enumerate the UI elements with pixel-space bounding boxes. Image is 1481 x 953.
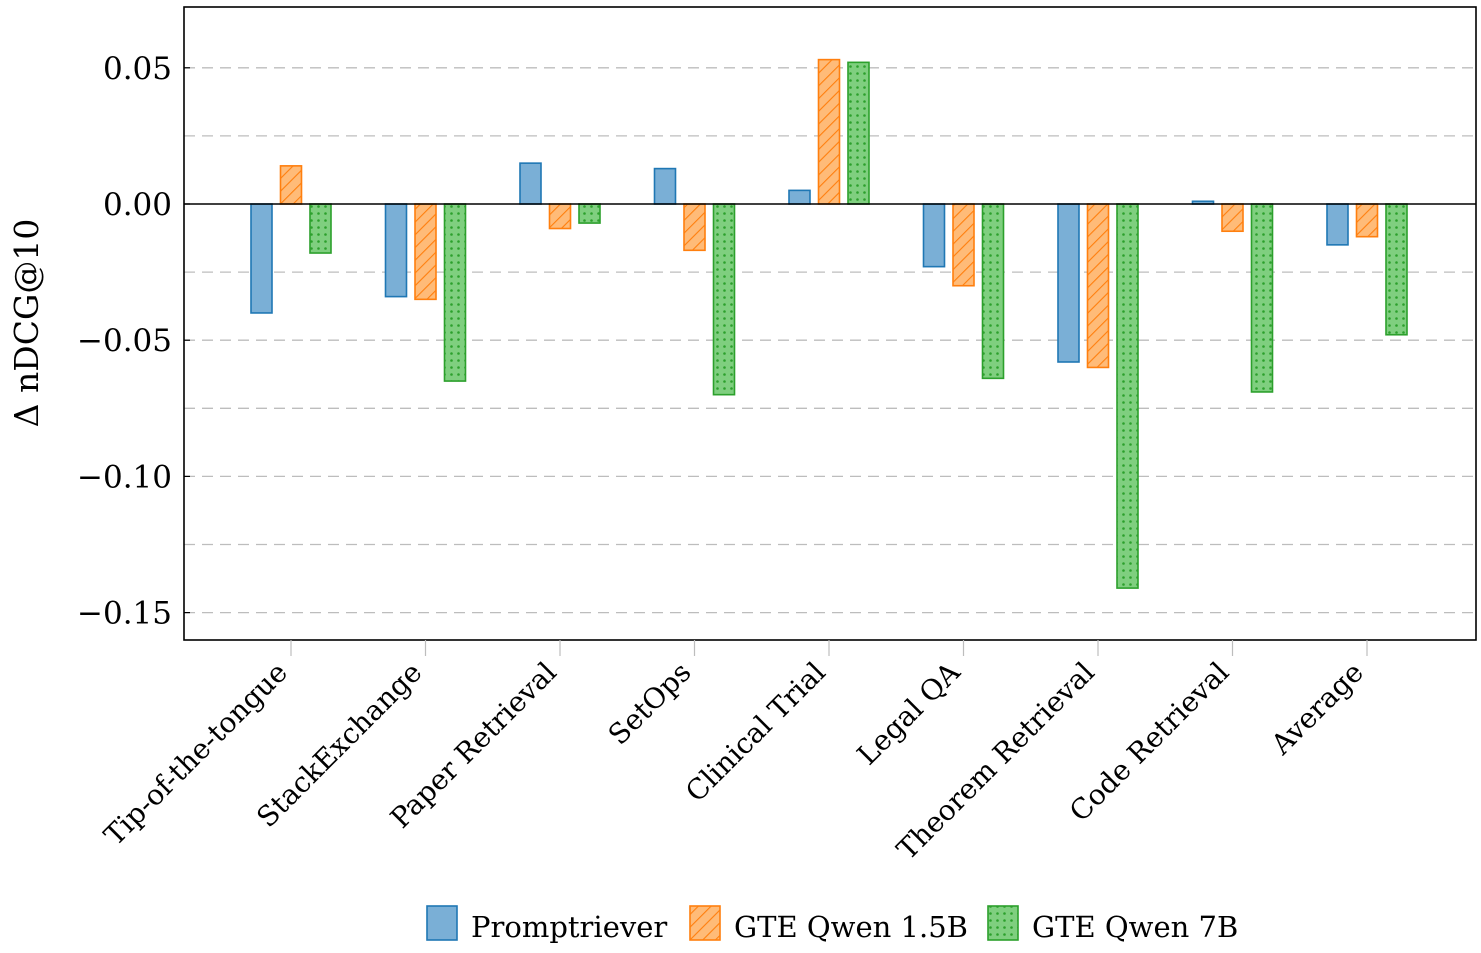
- bar-gte-qwen-7b-setops: [712, 203, 736, 396]
- plot-frame: [183, 6, 1477, 641]
- legend: Promptriever GTE Qwen 1.5B GTE Qwen 7B: [426, 905, 1238, 944]
- bar-gte-qwen-7b-theorem-retrieval: [1116, 203, 1139, 589]
- bar-promptriever-stackexchange: [384, 203, 408, 298]
- bar-promptriever-clinical-trial: [788, 189, 811, 205]
- y-axis-title: Δ nDCG@10: [7, 219, 46, 428]
- bar-promptriever-theorem-retrieval: [1057, 203, 1080, 363]
- legend-swatch: [426, 905, 458, 941]
- legend-label: GTE Qwen 1.5B: [734, 910, 968, 944]
- bar-gte-qwen-1-5b-clinical-trial: [817, 58, 841, 205]
- y-tick-label: −0.10: [77, 459, 172, 495]
- x-tick-label: SetOps: [602, 656, 698, 752]
- y-tick-label: 0.00: [103, 187, 172, 223]
- bar-promptriever-paper-retrieval: [519, 162, 542, 205]
- bar-promptriever-average: [1326, 203, 1349, 246]
- bar-promptriever-setops: [653, 167, 677, 205]
- x-tick-label: Clinical Trial: [679, 656, 832, 809]
- bar-promptriever-legal-qa: [922, 203, 946, 268]
- axes: [183, 6, 1477, 641]
- bar-gte-qwen-1-5b-legal-qa: [952, 203, 975, 287]
- bar-gte-qwen-1-5b-tip-of-the-tongue: [279, 165, 303, 205]
- bar-gte-qwen-7b-tip-of-the-tongue: [309, 203, 332, 254]
- bar-gte-qwen-1-5b-average: [1355, 203, 1379, 238]
- legend-label: GTE Qwen 7B: [1032, 910, 1238, 944]
- bar-promptriever-tip-of-the-tongue: [250, 203, 273, 314]
- y-ticks: 0.05 0.00 −0.05 −0.10 −0.15: [77, 51, 190, 632]
- bar-gte-qwen-7b-clinical-trial: [847, 61, 870, 205]
- bar-gte-qwen-7b-paper-retrieval: [578, 203, 601, 224]
- y-tick-label: −0.15: [77, 596, 172, 632]
- legend-swatch: [689, 905, 721, 941]
- bar-gte-qwen-7b-code-retrieval: [1250, 203, 1274, 393]
- x-tick-label: Average: [1264, 656, 1370, 762]
- bar-gte-qwen-1-5b-stackexchange: [414, 203, 437, 301]
- legend-label: Promptriever: [471, 910, 667, 944]
- legend-swatch: [987, 905, 1019, 941]
- bar-gte-qwen-1-5b-code-retrieval: [1221, 203, 1244, 233]
- bar-gte-qwen-1-5b-theorem-retrieval: [1086, 203, 1110, 369]
- bar-gte-qwen-1-5b-paper-retrieval: [548, 203, 572, 230]
- y-tick-label: −0.05: [77, 323, 172, 359]
- bar-gte-qwen-7b-stackexchange: [443, 203, 467, 382]
- bar-gte-qwen-7b-legal-qa: [981, 203, 1005, 380]
- x-tick-label: Legal QA: [851, 655, 967, 771]
- bar-gte-qwen-7b-average: [1385, 203, 1408, 336]
- bar-gte-qwen-1-5b-setops: [683, 203, 706, 252]
- y-tick-label: 0.05: [103, 51, 172, 87]
- bars: [250, 58, 1408, 589]
